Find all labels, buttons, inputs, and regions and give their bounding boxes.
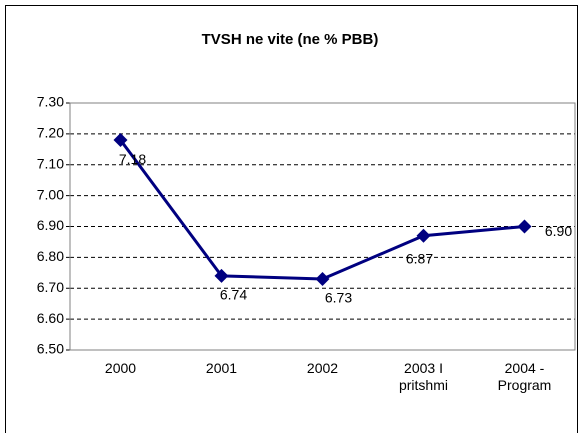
data-label: 7.18 [119, 151, 146, 167]
marker [214, 268, 229, 283]
y-tick-label: 7.00 [37, 186, 64, 202]
y-tick-label: 6.60 [37, 310, 64, 326]
y-tick-label: 6.90 [37, 217, 64, 233]
marker [517, 219, 532, 234]
x-tick-label: 2000 [104, 360, 137, 376]
x-tick-label: 2001 [205, 360, 238, 376]
marker [315, 271, 330, 286]
data-label: 6.87 [406, 250, 433, 266]
chart-title: TVSH ne vite (ne % PBB) [202, 31, 379, 48]
line [119, 139, 525, 281]
y-tick-label: 6.70 [37, 279, 64, 295]
marker [416, 228, 431, 243]
data-label: 6.90 [545, 223, 572, 239]
data-label: 6.74 [220, 287, 247, 303]
plot-area [69, 102, 576, 351]
y-tick-label: 6.50 [37, 341, 64, 357]
y-tick-label: 7.30 [37, 94, 64, 110]
x-tick-label: 2004 - Program [497, 360, 552, 393]
chart-frame [5, 5, 578, 433]
y-tick-label: 7.20 [37, 125, 64, 141]
marker [113, 133, 128, 148]
data-label: 6.73 [325, 290, 352, 306]
x-tick-label: 2003 I pritshmi [398, 360, 448, 393]
x-tick-label: 2002 [306, 360, 339, 376]
y-tick-label: 6.80 [37, 248, 64, 264]
y-tick-label: 7.10 [37, 155, 64, 171]
